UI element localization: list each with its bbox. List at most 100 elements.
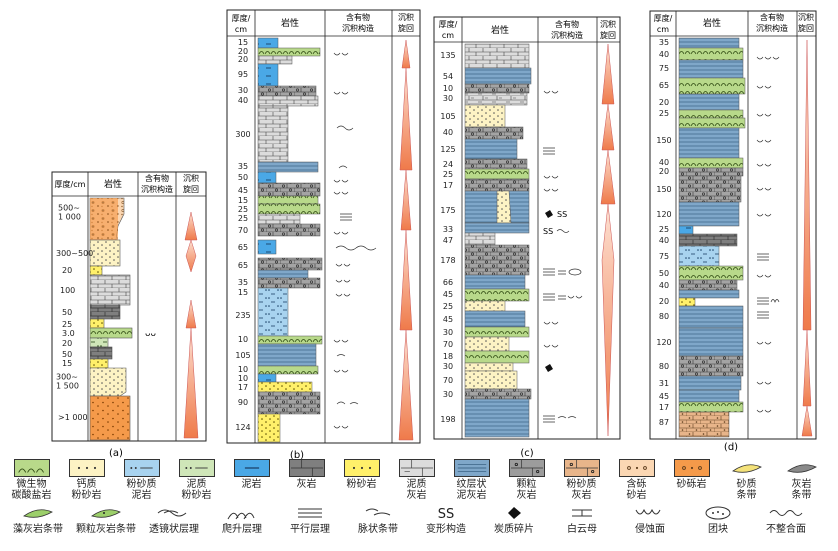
svg-text:沉积构造: 沉积构造 [551,30,583,40]
legend-item: 钙质 粉砂岩 [59,459,114,501]
thickness-label: 70 [443,376,453,385]
thickness-label: 20 [62,266,72,275]
structure-symbol: SS [543,227,553,236]
thickness-label: 105 [235,351,250,360]
legend-label: 含砾 砂岩 [626,479,647,501]
thickness-label: 25 [238,214,248,223]
svg-text:cm: cm [657,25,669,34]
lines-icon [453,459,490,477]
legend: 微生物 碳酸盐岩 钙质 粉砂岩 粉砂质 泥岩 泥质 粉砂岩 泥岩 灰岩 粉砂岩 泥质 灰岩 纹层状 泥灰岩颗… [4,459,834,549]
dash-icon [233,459,270,477]
thickness-label: 15 [238,288,248,297]
legend-item: SS 变形构造 [412,504,480,535]
dots-icon [68,459,105,477]
legend-label: 粉砂质 灰岩 [566,479,597,501]
legend-item: 炭质碎片 [480,504,548,535]
thickness-label: 235 [235,311,250,320]
svg-text:含有物: 含有物 [760,12,784,22]
thickness-label: 120 [656,338,671,347]
thickness-label: 33 [443,225,453,234]
thickness-label: 10 [238,335,248,344]
structure-symbol: ᴗᴗ [145,329,157,339]
legend-label: 藻灰岩条带 [13,524,63,535]
panel-a: 厚度/cm 岩性 含有物 沉积构造 沉积 旋回 500~ 1 000 300~50… [51,171,207,459]
lens-green-icon [23,509,53,518]
cycle-column [801,39,813,437]
legend-label: 砂质 条带 [736,479,757,501]
panel-b: 厚度/ cm 岩性 含有物 沉积构造 沉积 旋回 [226,9,421,461]
structure-symbols [333,52,377,429]
thickness-label: 40 [659,236,669,245]
legend-label: 灰岩 条带 [791,479,812,501]
svg-text:沉积构造: 沉积构造 [141,184,173,194]
legend-item: 含砾 砂岩 [609,459,664,501]
thickness-label: 45 [443,290,453,299]
thickness-label: 70 [443,340,453,349]
structure-symbol: SS [557,210,567,219]
carbon-icon [508,507,521,519]
cycle-triangle [184,211,198,241]
thickness-label: 10 [238,365,248,374]
thickness-label: 65 [659,81,669,90]
legend-item: 不整合面 [752,504,820,535]
legend-item: 颗粒 灰岩 [499,459,554,501]
thickness-label: 75 [659,252,669,261]
panel-caption: (b) [290,450,304,461]
thickness-label: 15 [238,196,248,205]
dots-dash-icon [123,459,160,477]
thickness-label: 25 [659,225,669,234]
thickness-label: 40 [659,50,669,59]
thickness-label: 47 [443,236,453,245]
panel-caption: (a) [109,448,123,459]
thickness-label: 300~ 1 500 [56,373,79,391]
cycle-triangle [183,327,199,439]
thickness-label: 150 [656,185,671,194]
unconformity-icon [769,510,803,516]
thickness-label: 25 [62,320,72,329]
thickness-label: 30 [443,390,453,399]
header-lithology: 岩性 [104,178,122,190]
brick-dot-icon [563,459,600,477]
legend-item: 灰岩 [279,459,334,490]
thickness-label: 198 [440,415,455,424]
svg-text:含有物: 含有物 [346,12,370,22]
thickness-label: 124 [235,423,250,432]
thickness-label: 125 [440,145,455,154]
legend-label: 不整合面 [766,524,806,535]
thickness-label: 45 [443,315,453,324]
lenticular-icon [157,509,187,517]
legend-item: 灰岩 条带 [774,459,829,501]
legend-label: 泥质 灰岩 [406,479,427,501]
svg-text:SS: SS [438,507,455,522]
thickness-label: 105 [440,112,455,121]
vein-icon [365,508,391,516]
panel-d: 厚度/ cm 岩性 含有物 沉积构造 沉积 旋回 [649,10,817,453]
legend-item: 泥质 粉砂岩 [169,459,224,501]
thickness-label: 300~500 [56,249,93,258]
climbing-icon [227,512,255,520]
thickness-label: 50 [62,308,72,317]
legend-item: 泥质 灰岩 [389,459,444,501]
svg-text:cm: cm [235,25,247,34]
svg-text:沉积构造: 沉积构造 [342,23,374,33]
thickness-label: 30 [443,94,453,103]
ss-icon: SS [438,507,455,522]
brick-dot-icon [508,459,545,477]
thickness-label: 20 [238,47,248,56]
thickness-label: 30 [443,362,453,371]
legend-label: 白云母 [567,524,597,535]
legend-item: 粉砂质 泥岩 [114,459,169,501]
legend-item: 微生物 碳酸盐岩 [4,459,59,501]
thickness-label: 17 [238,383,248,392]
thickness-label: 25 [443,302,453,311]
thickness-label: 150 [656,136,671,145]
svg-text:旋回: 旋回 [183,184,199,194]
thickness-label: 30 [443,328,453,337]
thickness-label: 65 [238,243,248,252]
thickness-label: 80 [659,312,669,321]
structure-symbols [543,90,583,423]
svg-text:沉积构造: 沉积构造 [756,23,788,33]
thickness-label: 18 [443,352,453,361]
legend-label: 微生物 碳酸盐岩 [11,479,52,501]
